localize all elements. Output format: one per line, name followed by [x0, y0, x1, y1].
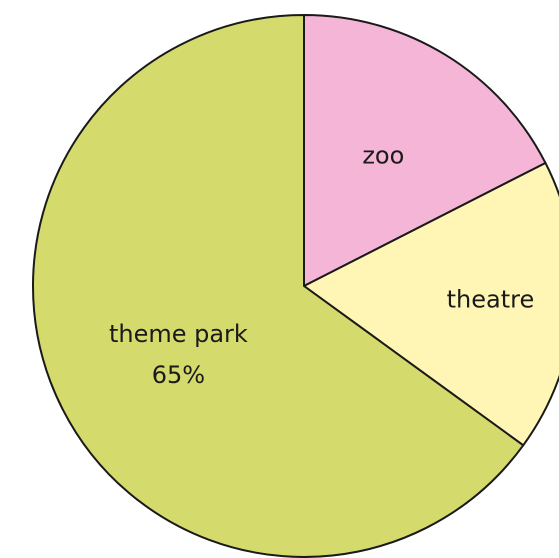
pie-labels: zoo theatre theme park 65% — [109, 142, 534, 389]
pie-slice-theatre — [303, 161, 559, 447]
slice-label: theme park — [109, 320, 248, 348]
pie-slice-zoo — [303, 14, 547, 287]
slice-value-label: 65% — [152, 361, 205, 389]
pie-slice-theme-park — [32, 14, 525, 558]
slice-label: theatre — [447, 286, 535, 314]
slice-label: zoo — [362, 142, 404, 170]
pie-slices — [32, 14, 559, 558]
